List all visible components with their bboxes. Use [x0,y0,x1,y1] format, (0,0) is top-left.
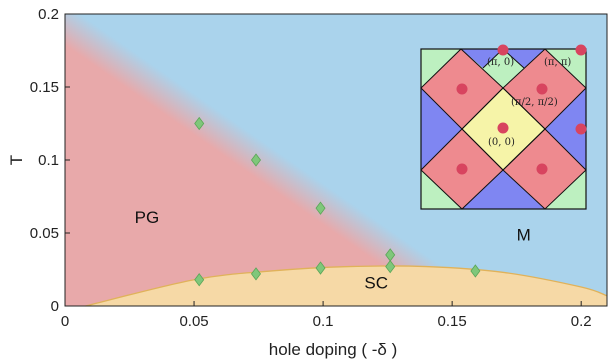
data-point-0-4 [194,273,205,287]
y-tick-label-3: 0.15 [30,79,59,96]
inset-blue-top-left [461,49,503,68]
data-point-0-8 [470,264,481,278]
x-tick-label-3: 0.15 [438,313,467,330]
x-tick-label-2: 0.1 [313,313,334,330]
x-axis-title: hole doping ( -δ ) [269,340,398,359]
data-point-0-5 [250,267,261,281]
y-tick-label-1: 0.05 [30,225,59,242]
y-tick-label-4: 0.2 [38,6,59,23]
inset-dots [456,44,587,175]
data-point-0-6 [315,261,326,275]
inset-label-pi-pi: (π, π) [544,57,571,68]
sc-boundary-line [85,265,608,307]
sc-region [85,265,607,306]
data-point-0-7 [385,259,396,274]
brillouin-zone-inset: (π, 0) (π, π) (π/2, π/2) (0, 0) [420,44,587,210]
data-points [194,116,481,287]
inset-dot-origin [497,122,509,134]
inset-label-pi2: (π/2, π/2) [511,97,558,108]
inset-dot-pi-0 [497,44,509,56]
axes: 0 0.05 0.1 0.15 0.2 0 0.05 0.1 0.15 0.2 [30,6,592,330]
region-label-sc: SC [364,273,388,292]
region-label-m: M [517,225,531,244]
x-tick-label-4: 0.2 [571,313,592,330]
inset-blue-left [421,88,462,170]
inset-blue-right [545,88,586,170]
inset-dot-pi2 [536,83,548,95]
region-label-pg: PG [135,208,160,227]
inset-dot-pi-pi [575,44,587,56]
inset-label-origin: (0, 0) [488,137,515,148]
inset-label-pi-0: (π, 0) [487,57,514,68]
data-point-0-0 [194,116,205,131]
inset-dot-right [575,123,587,135]
x-tick-label-0: 0 [61,313,69,330]
y-tick-label-2: 0.1 [38,152,59,169]
inset-dot-bl [456,163,468,175]
x-tick-label-1: 0.05 [179,313,208,330]
data-point-0-1 [250,153,261,167]
y-tick-label-0: 0 [51,298,59,315]
inset-blue-bottom [462,170,545,209]
inset-blue-top-right [503,49,545,68]
data-point-0-2 [315,201,326,215]
inset-dot-tl [456,83,468,95]
y-axis-title: T [7,155,26,165]
inset-dot-br [536,163,548,175]
